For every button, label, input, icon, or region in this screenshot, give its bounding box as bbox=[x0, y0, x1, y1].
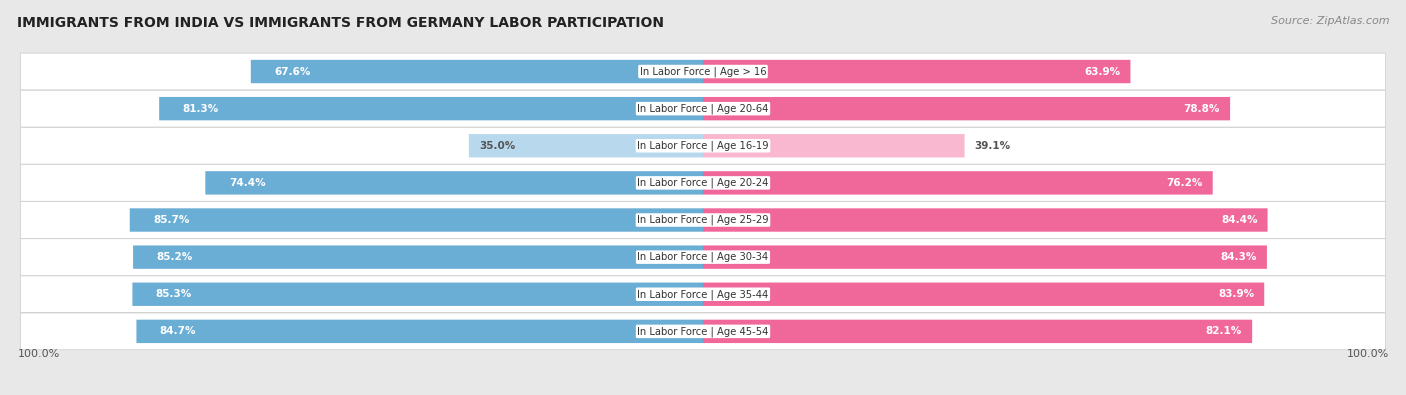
Text: 82.1%: 82.1% bbox=[1206, 326, 1241, 337]
Text: 74.4%: 74.4% bbox=[229, 178, 266, 188]
FancyBboxPatch shape bbox=[21, 164, 1385, 201]
FancyBboxPatch shape bbox=[136, 320, 703, 343]
FancyBboxPatch shape bbox=[21, 128, 1385, 164]
Text: 67.6%: 67.6% bbox=[274, 66, 311, 77]
Text: 85.2%: 85.2% bbox=[156, 252, 193, 262]
Text: 100.0%: 100.0% bbox=[1347, 349, 1389, 359]
Text: 84.3%: 84.3% bbox=[1220, 252, 1257, 262]
Text: Source: ZipAtlas.com: Source: ZipAtlas.com bbox=[1271, 16, 1389, 26]
FancyBboxPatch shape bbox=[21, 276, 1385, 312]
FancyBboxPatch shape bbox=[703, 282, 1264, 306]
FancyBboxPatch shape bbox=[21, 53, 1385, 90]
Text: 84.4%: 84.4% bbox=[1220, 215, 1257, 225]
FancyBboxPatch shape bbox=[132, 282, 703, 306]
Legend: Immigrants from India, Immigrants from Germany: Immigrants from India, Immigrants from G… bbox=[515, 394, 891, 395]
FancyBboxPatch shape bbox=[703, 245, 1267, 269]
FancyBboxPatch shape bbox=[703, 134, 965, 158]
Text: 81.3%: 81.3% bbox=[183, 103, 219, 114]
FancyBboxPatch shape bbox=[21, 90, 1385, 127]
FancyBboxPatch shape bbox=[703, 97, 1230, 120]
Text: In Labor Force | Age > 16: In Labor Force | Age > 16 bbox=[640, 66, 766, 77]
Text: In Labor Force | Age 45-54: In Labor Force | Age 45-54 bbox=[637, 326, 769, 337]
FancyBboxPatch shape bbox=[21, 313, 1385, 350]
Text: IMMIGRANTS FROM INDIA VS IMMIGRANTS FROM GERMANY LABOR PARTICIPATION: IMMIGRANTS FROM INDIA VS IMMIGRANTS FROM… bbox=[17, 16, 664, 30]
FancyBboxPatch shape bbox=[703, 171, 1213, 195]
FancyBboxPatch shape bbox=[21, 239, 1385, 275]
Text: In Labor Force | Age 25-29: In Labor Force | Age 25-29 bbox=[637, 215, 769, 225]
Text: 39.1%: 39.1% bbox=[974, 141, 1011, 151]
Text: 85.7%: 85.7% bbox=[153, 215, 190, 225]
FancyBboxPatch shape bbox=[205, 171, 703, 195]
Text: 85.3%: 85.3% bbox=[156, 289, 193, 299]
Text: 78.8%: 78.8% bbox=[1184, 103, 1220, 114]
FancyBboxPatch shape bbox=[703, 320, 1253, 343]
Text: 35.0%: 35.0% bbox=[479, 141, 515, 151]
Text: 63.9%: 63.9% bbox=[1084, 66, 1121, 77]
FancyBboxPatch shape bbox=[468, 134, 703, 158]
Text: In Labor Force | Age 20-24: In Labor Force | Age 20-24 bbox=[637, 178, 769, 188]
Text: 84.7%: 84.7% bbox=[160, 326, 197, 337]
FancyBboxPatch shape bbox=[129, 208, 703, 232]
Text: In Labor Force | Age 35-44: In Labor Force | Age 35-44 bbox=[637, 289, 769, 299]
Text: In Labor Force | Age 16-19: In Labor Force | Age 16-19 bbox=[637, 141, 769, 151]
Text: In Labor Force | Age 30-34: In Labor Force | Age 30-34 bbox=[637, 252, 769, 262]
FancyBboxPatch shape bbox=[250, 60, 703, 83]
Text: 83.9%: 83.9% bbox=[1218, 289, 1254, 299]
FancyBboxPatch shape bbox=[134, 245, 703, 269]
Text: In Labor Force | Age 20-64: In Labor Force | Age 20-64 bbox=[637, 103, 769, 114]
FancyBboxPatch shape bbox=[159, 97, 703, 120]
FancyBboxPatch shape bbox=[21, 201, 1385, 239]
FancyBboxPatch shape bbox=[703, 60, 1130, 83]
FancyBboxPatch shape bbox=[703, 208, 1268, 232]
Text: 76.2%: 76.2% bbox=[1166, 178, 1202, 188]
Text: 100.0%: 100.0% bbox=[17, 349, 59, 359]
